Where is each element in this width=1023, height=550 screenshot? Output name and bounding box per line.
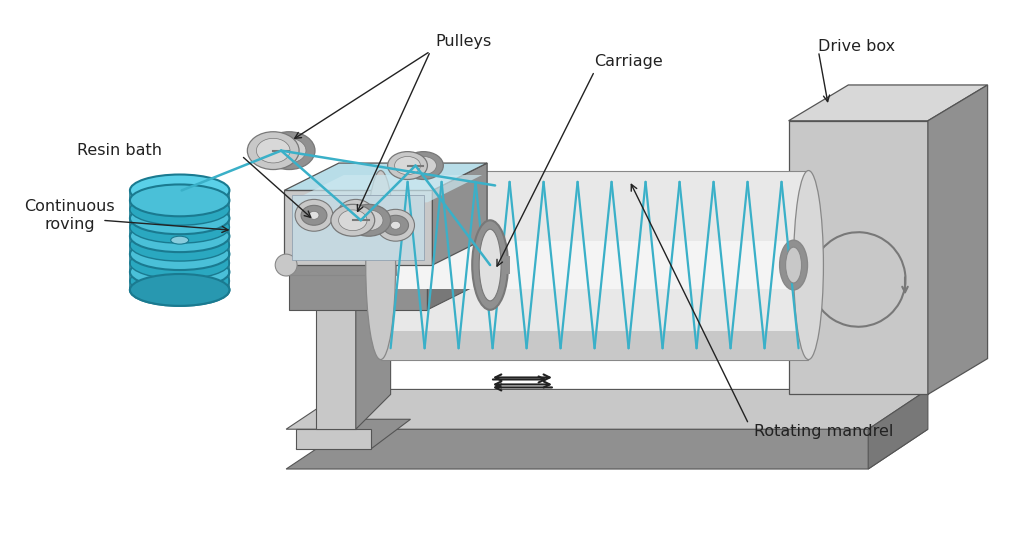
Ellipse shape xyxy=(339,210,367,230)
Ellipse shape xyxy=(337,200,374,231)
Ellipse shape xyxy=(130,247,229,279)
Ellipse shape xyxy=(171,236,188,244)
Polygon shape xyxy=(296,419,410,449)
Ellipse shape xyxy=(391,221,401,229)
Ellipse shape xyxy=(130,202,229,234)
Polygon shape xyxy=(375,195,405,250)
Bar xyxy=(381,170,808,360)
Polygon shape xyxy=(789,121,928,394)
Ellipse shape xyxy=(130,229,229,261)
Polygon shape xyxy=(330,221,375,250)
Bar xyxy=(286,255,396,275)
Text: Rotating mandrel: Rotating mandrel xyxy=(754,424,893,439)
Polygon shape xyxy=(928,85,987,394)
Ellipse shape xyxy=(309,211,319,219)
Polygon shape xyxy=(293,195,425,260)
Text: Continuous
roving: Continuous roving xyxy=(25,199,116,232)
Ellipse shape xyxy=(130,174,229,206)
Polygon shape xyxy=(428,238,482,310)
Polygon shape xyxy=(316,235,391,270)
Polygon shape xyxy=(286,429,928,469)
Text: Resin bath: Resin bath xyxy=(77,143,162,158)
Ellipse shape xyxy=(130,194,229,226)
Polygon shape xyxy=(296,429,370,449)
Ellipse shape xyxy=(473,221,508,310)
Ellipse shape xyxy=(794,170,824,360)
Ellipse shape xyxy=(343,205,368,226)
Polygon shape xyxy=(433,163,487,265)
Polygon shape xyxy=(789,85,987,121)
Ellipse shape xyxy=(130,256,229,288)
Ellipse shape xyxy=(330,205,374,236)
Polygon shape xyxy=(356,235,391,429)
Text: Drive box: Drive box xyxy=(818,39,895,54)
Polygon shape xyxy=(290,175,482,202)
Ellipse shape xyxy=(410,157,437,174)
Polygon shape xyxy=(290,265,428,310)
Ellipse shape xyxy=(130,184,229,216)
Polygon shape xyxy=(869,389,928,469)
Ellipse shape xyxy=(376,210,414,241)
Ellipse shape xyxy=(780,240,807,290)
Ellipse shape xyxy=(263,132,315,169)
Polygon shape xyxy=(316,270,356,429)
Polygon shape xyxy=(284,190,433,265)
Ellipse shape xyxy=(295,200,332,231)
Bar xyxy=(381,331,808,360)
Bar xyxy=(381,241,808,289)
Ellipse shape xyxy=(257,139,291,163)
Ellipse shape xyxy=(130,238,229,270)
Ellipse shape xyxy=(395,157,420,174)
Ellipse shape xyxy=(351,211,361,219)
Ellipse shape xyxy=(130,221,229,252)
Ellipse shape xyxy=(366,170,396,360)
Ellipse shape xyxy=(388,152,428,179)
Text: Pulleys: Pulleys xyxy=(436,34,492,49)
Ellipse shape xyxy=(130,211,229,243)
Polygon shape xyxy=(330,195,405,221)
Polygon shape xyxy=(286,389,928,429)
Ellipse shape xyxy=(355,210,383,230)
Ellipse shape xyxy=(275,254,297,276)
Polygon shape xyxy=(284,163,487,190)
Ellipse shape xyxy=(347,205,391,236)
Ellipse shape xyxy=(786,247,802,283)
Ellipse shape xyxy=(403,152,443,179)
Ellipse shape xyxy=(272,139,306,163)
Bar xyxy=(480,256,510,274)
Text: Carriage: Carriage xyxy=(594,53,663,69)
Ellipse shape xyxy=(130,265,229,297)
Ellipse shape xyxy=(479,229,501,301)
Ellipse shape xyxy=(301,205,327,226)
Ellipse shape xyxy=(130,274,229,306)
Ellipse shape xyxy=(383,215,408,235)
Ellipse shape xyxy=(248,132,299,169)
Ellipse shape xyxy=(130,274,229,306)
